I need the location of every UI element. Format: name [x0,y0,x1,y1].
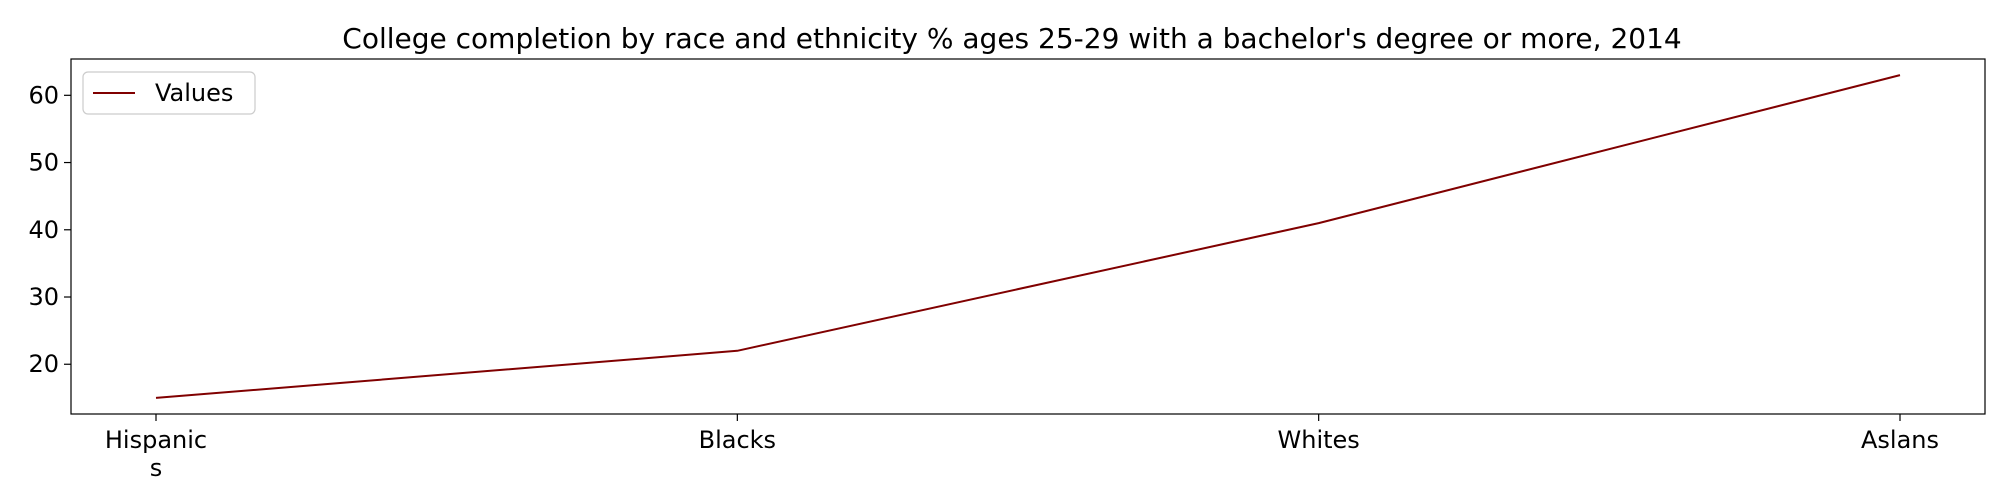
x-axis: Hispanic s Blacks Whites Aslans [105,414,1939,482]
chart-title: College completion by race and ethnicity… [342,22,1681,55]
x-tick-label: Hispanic s [105,426,207,482]
series-layer [155,74,1901,399]
y-tick-label: 30 [28,283,59,311]
legend-label: Values [155,79,233,107]
x-tick-label: Whites [1278,426,1360,454]
y-tick-label: 60 [28,81,59,109]
y-tick-label: 40 [28,216,59,244]
legend: Values [82,71,256,115]
series-line-values [155,74,1901,399]
legend-box [82,71,256,115]
x-tick-label: Blacks [699,426,776,454]
x-tick-label: Aslans [1861,426,1939,454]
y-tick-label: 20 [28,350,59,378]
y-axis: 20 30 40 50 60 [28,81,71,378]
y-tick-label: 50 [28,149,59,177]
plot-area [70,58,1986,415]
